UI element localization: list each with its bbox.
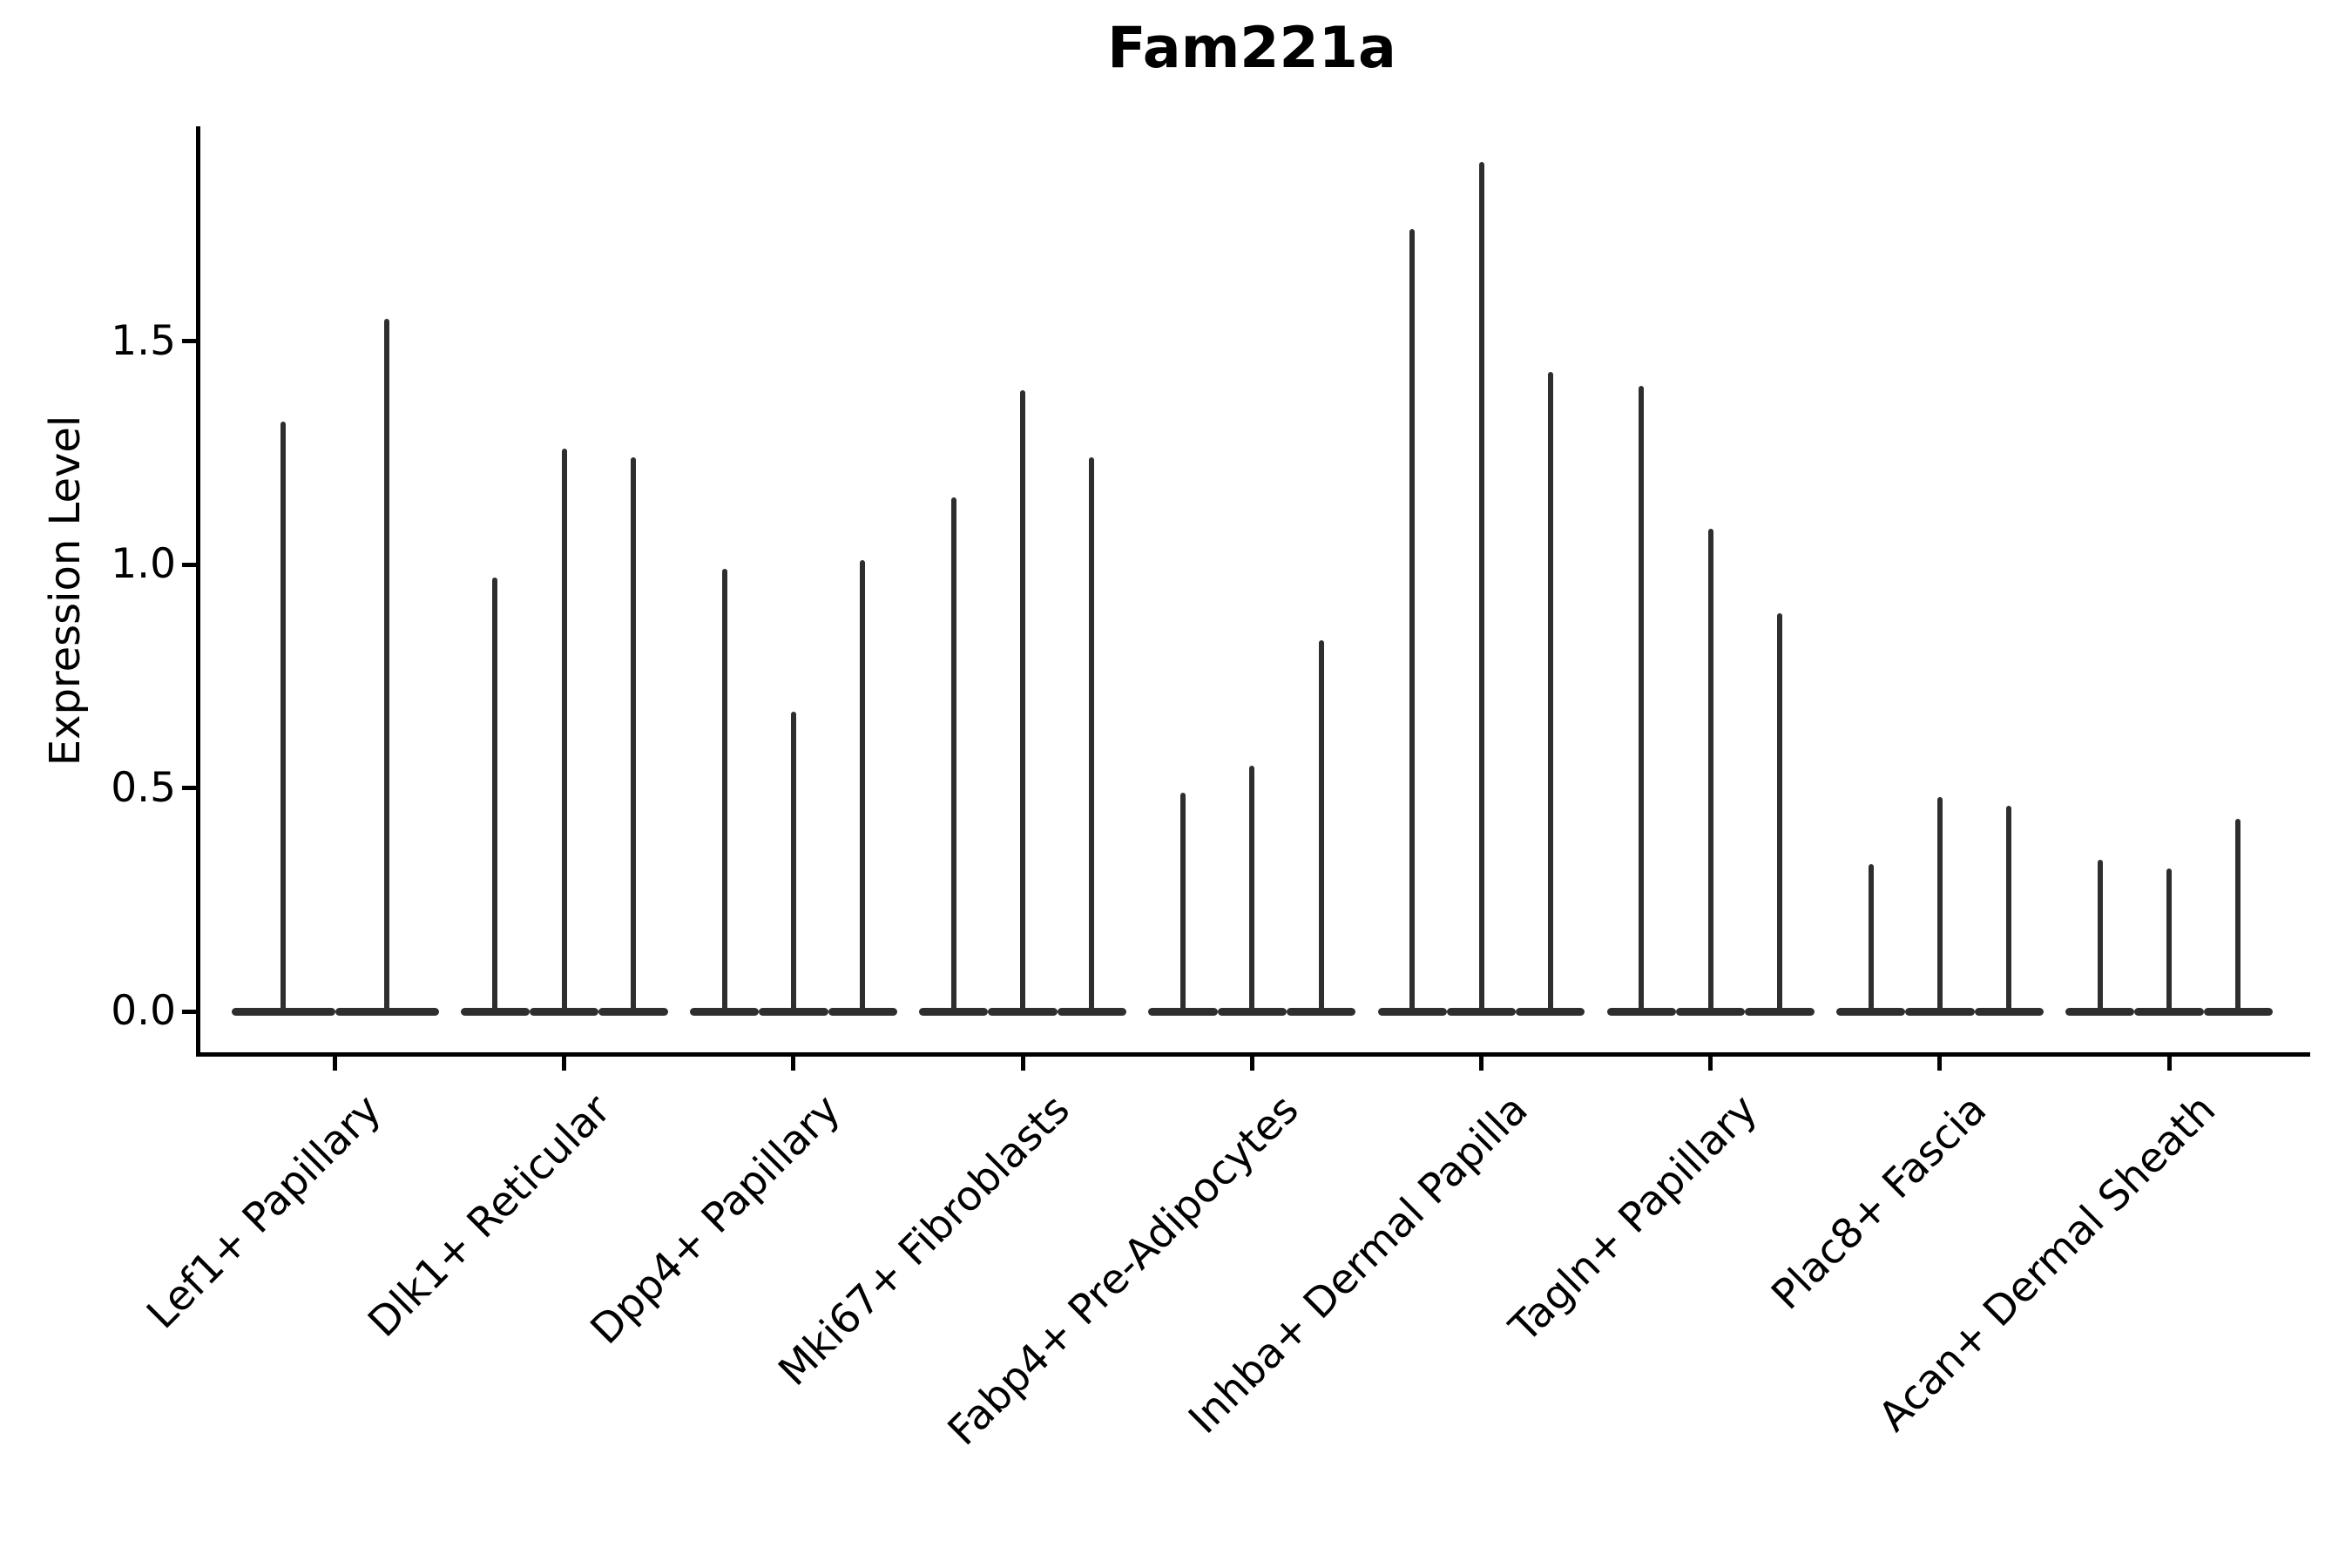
y-tick-mark <box>182 339 196 343</box>
violin-spike <box>1868 863 1874 1015</box>
violin-spike <box>280 421 286 1015</box>
violin-spike <box>1547 372 1553 1015</box>
violin-spike <box>561 448 567 1015</box>
x-tick-mark <box>333 1057 337 1071</box>
x-tick-label: Dpp4+ Papillary <box>581 1085 850 1354</box>
x-tick-label: Tagln+ Papillary <box>1500 1085 1767 1352</box>
violin-spike <box>1249 765 1255 1015</box>
violin-spike <box>860 559 866 1015</box>
x-axis-spine <box>196 1052 2310 1057</box>
violin-spike <box>1179 792 1186 1015</box>
x-tick-label: Dlk1+ Reticular <box>359 1085 620 1347</box>
y-tick-mark <box>182 562 196 567</box>
violin-spike <box>1777 613 1783 1015</box>
x-tick-mark <box>2166 1057 2172 1071</box>
y-axis-spine <box>196 126 200 1057</box>
x-tick-mark <box>1020 1057 1025 1071</box>
x-tick-label: Lef1+ Papillary <box>138 1085 391 1339</box>
violin-spike <box>950 497 956 1015</box>
violin-spike <box>2235 819 2241 1015</box>
y-tick-mark <box>182 786 196 790</box>
violin-spike <box>631 456 637 1015</box>
x-tick-mark <box>1249 1057 1254 1071</box>
violin-spike <box>1089 456 1095 1015</box>
x-tick-mark <box>562 1057 567 1071</box>
violin-spike <box>2006 806 2012 1015</box>
y-tick-mark <box>182 1009 196 1014</box>
violin-spike <box>2097 859 2103 1015</box>
violin-spike <box>1318 640 1324 1015</box>
violin-spike <box>1639 385 1645 1015</box>
y-tick-label: 0.0 <box>111 987 176 1035</box>
violin-spike <box>1020 389 1026 1015</box>
violin-spike <box>1409 229 1416 1015</box>
y-tick-label: 1.0 <box>111 540 176 588</box>
violin-spike <box>1936 796 1943 1015</box>
chart-title: Fam221a <box>1107 16 1396 81</box>
y-tick-label: 0.5 <box>111 763 176 812</box>
violin-spike <box>1707 528 1713 1015</box>
x-tick-mark <box>791 1057 796 1071</box>
violin-spike <box>721 569 727 1015</box>
violin-spike <box>384 318 389 1015</box>
x-tick-label: Plac8+ Fascia <box>1762 1085 1997 1320</box>
violin-spike <box>1478 162 1484 1015</box>
violin-spike <box>492 578 498 1015</box>
x-tick-mark <box>1937 1057 1943 1071</box>
violin-spike <box>790 712 796 1015</box>
x-tick-mark <box>1708 1057 1713 1071</box>
violin-spike <box>2166 868 2173 1015</box>
x-tick-mark <box>1479 1057 1484 1071</box>
y-tick-label: 1.5 <box>111 316 176 365</box>
